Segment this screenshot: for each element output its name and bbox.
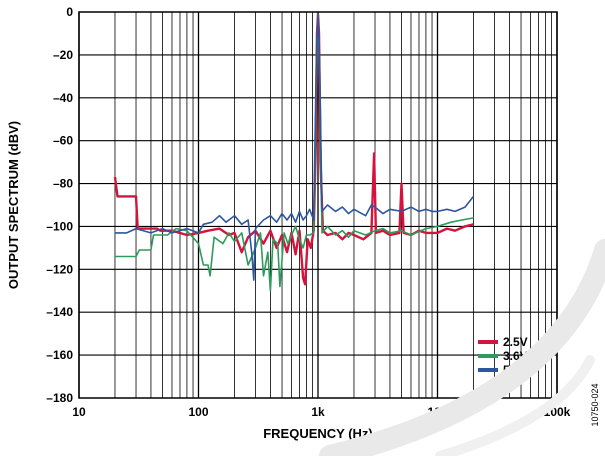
y-tick-label: –60 xyxy=(53,134,73,148)
y-tick-label: 0 xyxy=(66,5,73,19)
x-tick-label: 100 xyxy=(188,405,208,419)
y-axis-title: OUTPUT SPECTRUM (dBV) xyxy=(6,121,21,289)
y-tick-label: –180 xyxy=(46,391,73,405)
legend-label: 2.5V xyxy=(503,335,528,349)
y-tick-label: –120 xyxy=(46,262,73,276)
y-tick-label: –160 xyxy=(46,348,73,362)
x-tick-label: 1k xyxy=(311,405,325,419)
x-tick-label: 10 xyxy=(72,405,86,419)
series-line-3-6v xyxy=(115,13,474,292)
series-layer xyxy=(113,12,475,292)
y-tick-label: –80 xyxy=(53,177,73,191)
y-tick-label: –100 xyxy=(46,219,73,233)
series-line-5v xyxy=(115,13,475,281)
watermark-arc-outer xyxy=(319,239,605,456)
y-tick-labels: 0 –20 –40 –60 –80 –100 –120 –140 –160 –180 xyxy=(46,5,73,405)
x-tick-labels: 10 100 1k 10k 100k xyxy=(72,405,570,419)
x-axis-title: FREQUENCY (Hz) xyxy=(263,426,373,441)
figure-id: 10750-024 xyxy=(590,383,600,426)
y-tick-label: –40 xyxy=(53,91,73,105)
y-tick-label: –140 xyxy=(46,305,73,319)
plot-frame xyxy=(78,11,558,399)
y-tick-label: –20 xyxy=(53,48,73,62)
watermark-arc-inner xyxy=(435,355,595,456)
